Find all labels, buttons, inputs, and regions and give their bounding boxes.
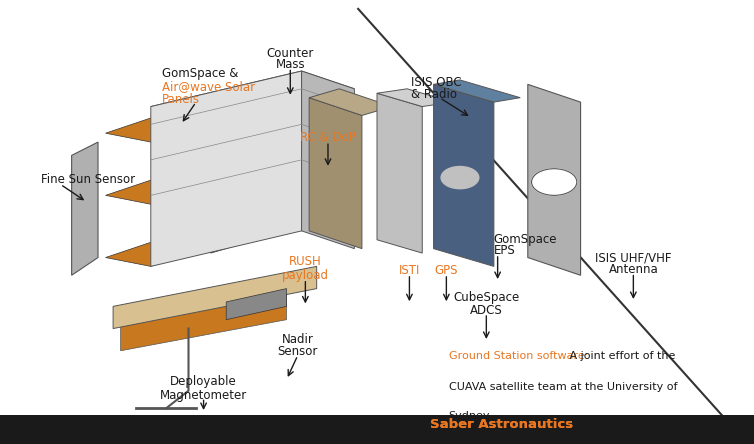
Text: ISIS UHF/VHF: ISIS UHF/VHF [595, 251, 672, 264]
Polygon shape [377, 93, 422, 253]
Text: RC & DoP: RC & DoP [300, 131, 356, 144]
Text: Counter: Counter [267, 47, 314, 60]
Text: Antenna: Antenna [608, 263, 658, 276]
Polygon shape [377, 89, 452, 107]
Text: GPS: GPS [434, 264, 458, 278]
Text: Panels: Panels [162, 93, 200, 107]
Polygon shape [302, 71, 354, 249]
Bar [0, 415, 754, 444]
Text: Air@wave Solar: Air@wave Solar [162, 80, 256, 93]
Text: GomSpace &: GomSpace & [162, 67, 238, 80]
Polygon shape [106, 115, 204, 142]
Polygon shape [226, 289, 287, 320]
Circle shape [532, 169, 577, 195]
Polygon shape [166, 107, 271, 133]
Text: Ground Station software:: Ground Station software: [449, 351, 588, 361]
Text: RUSH: RUSH [289, 255, 322, 269]
Text: ISTI: ISTI [399, 264, 420, 278]
Polygon shape [434, 80, 520, 102]
Polygon shape [309, 98, 362, 249]
Text: payload: payload [282, 269, 329, 282]
Polygon shape [434, 84, 494, 266]
Polygon shape [309, 89, 392, 115]
Text: GomSpace: GomSpace [494, 233, 557, 246]
Polygon shape [121, 293, 287, 351]
Text: CUAVA satellite team at the University of: CUAVA satellite team at the University o… [449, 382, 677, 392]
Text: Fine Sun Sensor: Fine Sun Sensor [41, 173, 136, 186]
Polygon shape [528, 84, 581, 275]
Polygon shape [72, 142, 98, 275]
Text: Nadir: Nadir [282, 333, 314, 346]
Text: ISIS OBC: ISIS OBC [411, 75, 461, 89]
Text: Magnetometer: Magnetometer [160, 388, 247, 402]
Text: Sydney: Sydney [449, 411, 490, 421]
Text: Saber Astronautics: Saber Astronautics [430, 417, 573, 431]
Polygon shape [151, 71, 302, 266]
Text: CubeSpace: CubeSpace [453, 291, 520, 304]
Text: Sensor: Sensor [277, 345, 318, 358]
Text: Saber Astronautics: Saber Astronautics [430, 417, 573, 431]
Polygon shape [106, 178, 204, 204]
Text: Deployable: Deployable [170, 375, 237, 388]
Polygon shape [166, 222, 271, 253]
Polygon shape [166, 160, 271, 191]
Circle shape [441, 166, 479, 189]
Text: ADCS: ADCS [470, 304, 503, 317]
Polygon shape [151, 71, 354, 124]
Text: Mass: Mass [275, 58, 305, 71]
Text: & Radio: & Radio [411, 87, 457, 101]
Text: EPS: EPS [494, 244, 516, 258]
Polygon shape [106, 240, 204, 266]
Text: A joint effort of the: A joint effort of the [566, 351, 675, 361]
Polygon shape [113, 266, 317, 329]
